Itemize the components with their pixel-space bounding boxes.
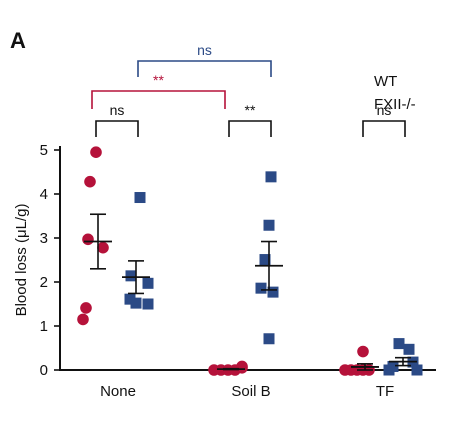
bracket-2-label: ns <box>377 102 392 118</box>
bracket-3-label: ** <box>153 72 164 88</box>
bracket-3 <box>91 90 226 109</box>
fxii-point-soil-b-0 <box>265 171 277 183</box>
bracket-2 <box>362 120 406 137</box>
wt-point-tf-5 <box>357 345 369 358</box>
fxii-point-tf-5 <box>411 364 423 376</box>
fxii-point-none-3 <box>124 293 136 305</box>
fxii-point-soil-b-4 <box>267 286 279 298</box>
fxii-point-soil-b-5 <box>263 333 275 345</box>
bracket-0-label: ns <box>110 102 125 118</box>
wt-point-none-1 <box>84 175 96 188</box>
x-tick-label-none: None <box>100 383 136 400</box>
axes: 0 1 2 3 4 5 None Soil B TF <box>40 142 436 400</box>
bracket-0 <box>95 120 139 137</box>
x-tick-label-soil-b: Soil B <box>231 383 270 400</box>
fxii-point-none-2 <box>142 277 154 289</box>
bracket-4 <box>137 60 272 77</box>
fxii-point-none-1 <box>125 270 137 282</box>
wt-point-none-3 <box>97 241 109 254</box>
legend-entry-wt: WT <box>374 73 397 90</box>
x-tick-label-tf: TF <box>376 383 394 400</box>
y-tick-label-5: 5 <box>40 142 48 159</box>
y-tick-label-1: 1 <box>40 318 48 335</box>
fxii-point-tf-1 <box>403 343 415 355</box>
fxii-point-soil-b-1 <box>263 219 275 231</box>
fxii-point-tf-0 <box>393 338 405 350</box>
wt-point-none-5 <box>77 313 89 326</box>
bracket-4-label: ns <box>197 42 212 58</box>
fxii-point-none-0 <box>134 192 146 204</box>
bracket-1-label: ** <box>245 102 256 118</box>
mean-sem-bars <box>84 213 417 371</box>
fxii-point-none-5 <box>142 298 154 310</box>
significance-brackets: ns ** ns ** ns <box>91 42 406 137</box>
legend: WT FXII-/- <box>374 73 416 113</box>
fxii-point-soil-b-2 <box>259 254 271 266</box>
fxii-point-tf-4 <box>383 364 395 376</box>
legend-entry-fxii: FXII-/- <box>374 96 416 113</box>
fxii-point-none-4 <box>130 297 142 309</box>
fxii-point-soil-b-3 <box>255 282 267 294</box>
wt-point-none-2 <box>82 233 94 246</box>
y-tick-label-0: 0 <box>40 362 48 379</box>
bracket-1 <box>228 120 272 137</box>
y-tick-label-4: 4 <box>40 186 48 203</box>
y-tick-label-2: 2 <box>40 274 48 291</box>
panel-label: A <box>10 28 26 53</box>
wt-point-none-4 <box>80 302 92 314</box>
y-axis-label: Blood loss (μL/g) <box>13 204 30 317</box>
wt-point-soil-b-5 <box>236 360 248 373</box>
y-tick-label-3: 3 <box>40 230 48 247</box>
wt-point-none-0 <box>90 146 102 158</box>
